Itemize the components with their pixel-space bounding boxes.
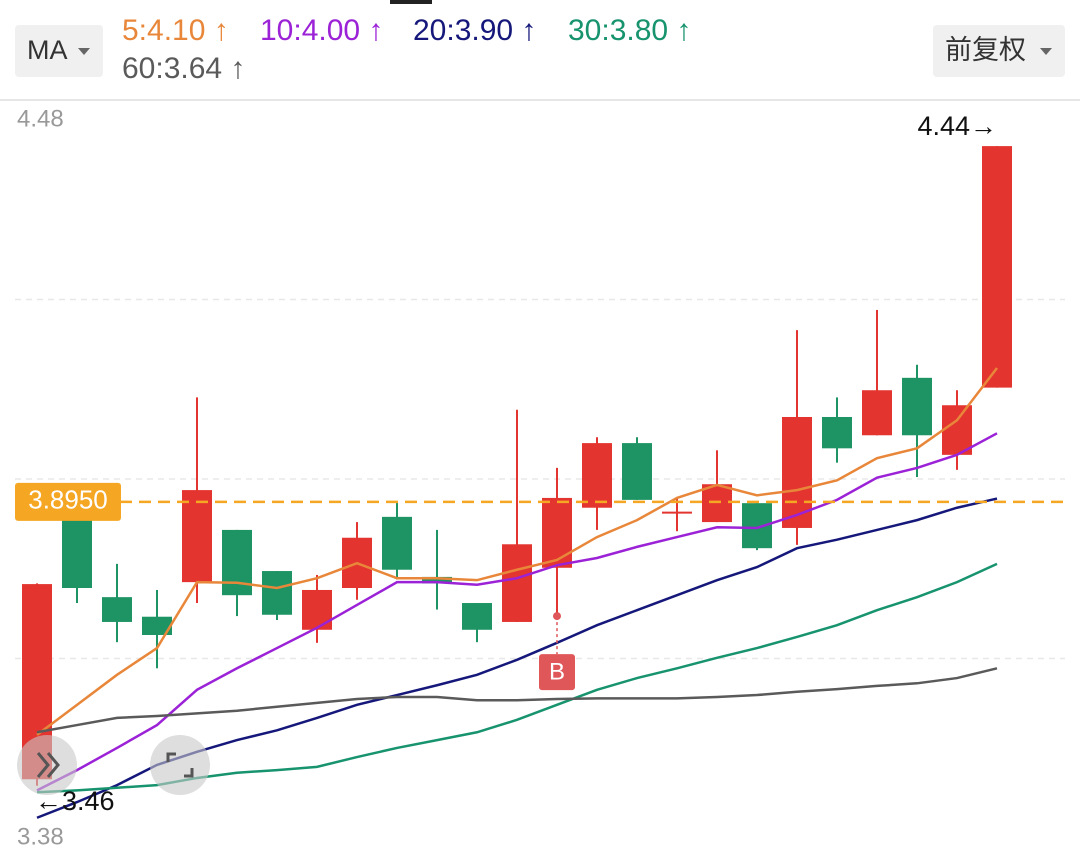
candle-body (782, 416, 812, 528)
ma-line (36, 367, 998, 736)
current-price-box (15, 482, 121, 521)
ma-button[interactable] (15, 25, 103, 77)
candle-body (662, 511, 692, 514)
adjust-button-label[interactable]: 前复权 (945, 35, 1026, 65)
candle-body (302, 589, 332, 630)
candle-body (902, 377, 932, 436)
candle-body (542, 497, 572, 568)
candle-body (462, 603, 492, 630)
fullscreen-icon (166, 752, 194, 778)
candle-body (942, 405, 972, 455)
candle-body (422, 576, 452, 584)
legend-entry: 10:4.00 ↑ (260, 14, 383, 47)
legend-entry: 5:4.10 ↑ (122, 14, 229, 47)
candle-body (502, 544, 532, 622)
overlay-buttons[interactable] (17, 735, 210, 795)
candle-body (982, 146, 1012, 388)
expand-icon (36, 752, 60, 778)
tab-indicator (390, 0, 432, 4)
candle-body (62, 520, 92, 589)
current-price-label: 3.8950 (28, 485, 108, 515)
candle-body (822, 416, 852, 449)
ma-dropdown[interactable]: MA (15, 25, 103, 77)
y-tick-label: 3.38 (17, 823, 64, 848)
candle-body (182, 490, 212, 583)
candle-body (862, 390, 892, 436)
legend-entry: 30:3.80 ↑ (568, 14, 691, 47)
y-tick-label: 4.48 (17, 105, 64, 132)
candle-body (102, 597, 132, 622)
signal-label: B (549, 658, 565, 685)
ma-button-label[interactable]: MA (27, 35, 68, 65)
candle-body (582, 443, 612, 508)
signal-box (539, 654, 575, 691)
candle-body (262, 571, 292, 615)
dropdown-arrow (78, 48, 90, 55)
dropdown-arrow (1040, 48, 1052, 55)
candle-body (142, 616, 172, 636)
candle-body (382, 516, 412, 570)
ma-line (36, 667, 998, 734)
ma-line (36, 432, 998, 792)
legend-entry: 60:3.64 ↑ (122, 52, 245, 85)
max-label: 4.44→ (917, 111, 997, 141)
adjust-dropdown[interactable]: 前复权 (933, 25, 1065, 77)
candle-body (622, 443, 652, 500)
fullscreen-button[interactable] (150, 735, 210, 795)
adjust-button[interactable] (933, 25, 1065, 77)
legend-entry: 20:3.90 ↑ (413, 14, 536, 47)
candle-body (702, 484, 732, 523)
